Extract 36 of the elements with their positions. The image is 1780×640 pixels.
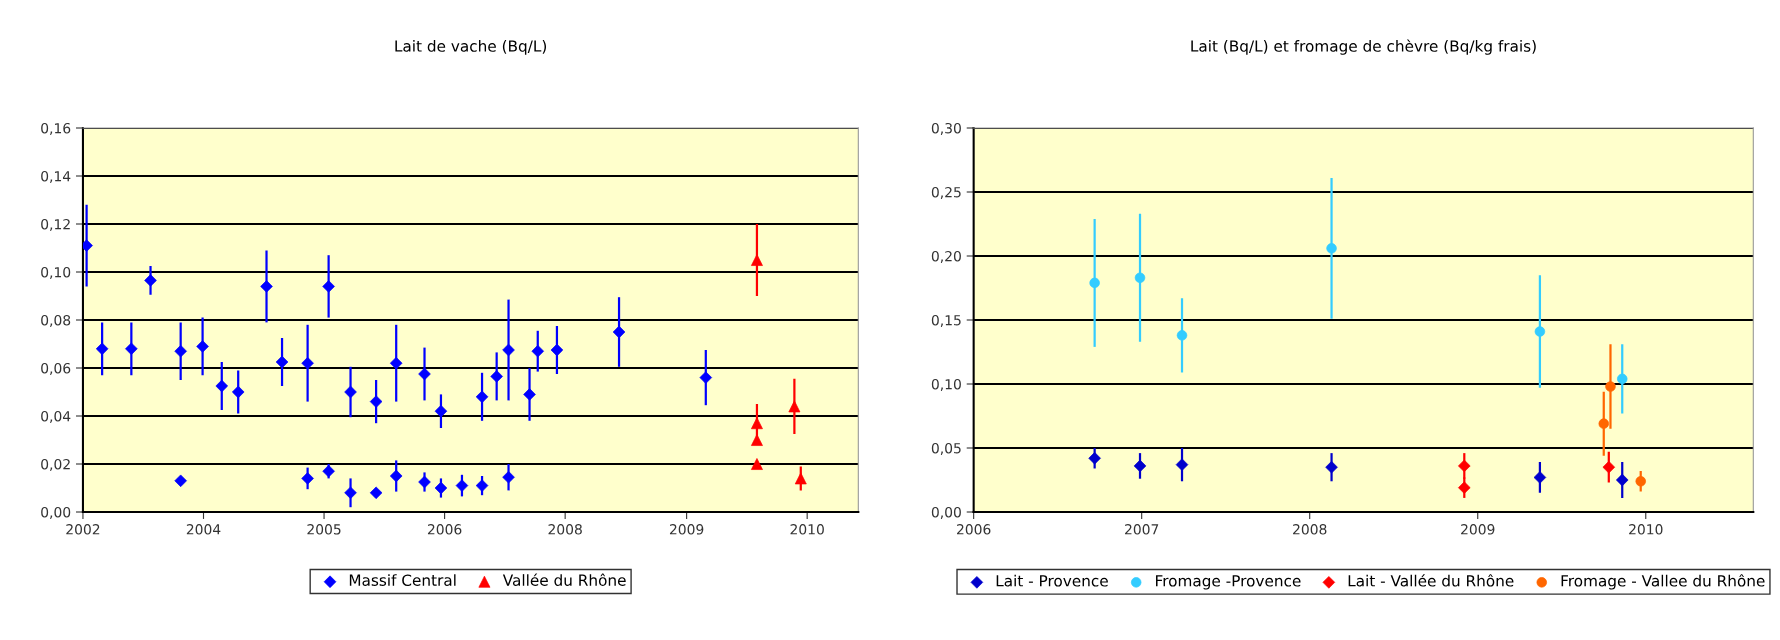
x-tick-label: 2005 xyxy=(307,524,341,535)
y-tick-label: 0,20 xyxy=(931,250,961,263)
y-tick-label: 0,14 xyxy=(41,170,71,183)
y-tick-label: 0,02 xyxy=(41,458,70,471)
x-tick-label: 2010 xyxy=(1629,524,1663,535)
chart-title: Lait de vache (Bq/L) xyxy=(395,40,547,55)
x-tick-label: 2004 xyxy=(186,524,221,535)
x-tick-label: 2008 xyxy=(548,524,582,535)
y-tick-label: 0,30 xyxy=(931,122,961,135)
x-tick-label: 2007 xyxy=(1125,524,1159,535)
legend-label: Vallée du Rhône xyxy=(502,573,626,586)
x-tick-label: 2006 xyxy=(957,524,991,535)
y-tick-label: 0,15 xyxy=(931,314,961,327)
y-tick-label: 0,16 xyxy=(41,122,71,135)
y-tick-label: 0,06 xyxy=(41,362,71,375)
y-tick-label: 0,04 xyxy=(41,410,71,423)
x-tick-label: 2008 xyxy=(1293,524,1327,535)
legend-label: Fromage -Provence xyxy=(1156,575,1301,590)
y-tick-label: 0,10 xyxy=(931,378,961,391)
legend-label: Lait - Provence xyxy=(996,574,1108,587)
x-tick-label: 2009 xyxy=(669,524,704,535)
legend-label: Massif Central xyxy=(349,574,456,586)
x-tick-label: 2010 xyxy=(790,524,824,535)
chart-title: Lait (Bq/L) et fromage de chèvre (Bq/kg frais) xyxy=(1191,39,1536,55)
y-tick-label: 0,10 xyxy=(41,266,71,279)
y-tick-label: 0,05 xyxy=(931,442,961,455)
x-tick-label: 2002 xyxy=(66,524,100,535)
x-tick-label: 2009 xyxy=(1461,524,1495,535)
legend-label: Lait - Vallée du Rhône xyxy=(1348,574,1514,587)
y-tick-label: 0,08 xyxy=(41,314,71,327)
y-tick-label: 0,00 xyxy=(931,506,961,519)
y-tick-label: 0,25 xyxy=(931,186,961,199)
y-tick-label: 0,12 xyxy=(41,218,70,231)
y-tick-label: 0,00 xyxy=(41,506,71,519)
x-tick-label: 2006 xyxy=(427,524,462,535)
legend-label: Fromage - Vallee du Rhône xyxy=(1561,574,1765,590)
